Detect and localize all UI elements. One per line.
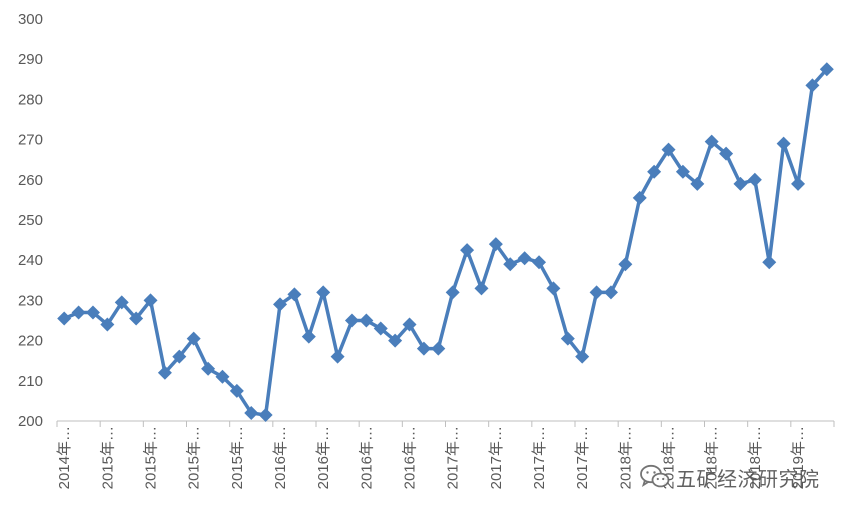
x-tick-label: 2018年…	[661, 426, 678, 489]
y-tick-label: 210	[18, 373, 43, 390]
data-point	[344, 313, 359, 328]
data-point	[186, 331, 201, 346]
data-point	[71, 305, 86, 320]
y-tick-label: 250	[18, 212, 43, 229]
x-tick-label: 2017年…	[574, 426, 591, 489]
data-point	[301, 329, 316, 344]
data-point	[560, 331, 575, 346]
data-point	[488, 237, 503, 252]
y-tick-label: 200	[18, 413, 43, 430]
data-point	[805, 78, 820, 93]
y-tick-label: 260	[18, 172, 43, 189]
data-point	[733, 176, 748, 191]
x-tick-label: 2018年…	[704, 426, 721, 489]
data-point	[747, 172, 762, 187]
data-point	[85, 305, 100, 320]
data-point	[129, 311, 144, 326]
x-tick-label: 2015年…	[186, 426, 203, 489]
data-point	[776, 136, 791, 151]
data-point	[647, 164, 662, 179]
data-point	[172, 349, 187, 364]
x-tick-label: 2016年…	[272, 426, 289, 489]
data-point	[632, 190, 647, 205]
x-tick-label: 2017年…	[488, 426, 505, 489]
data-point	[330, 349, 345, 364]
series-line	[63, 68, 829, 417]
watermark: 五矿经济研究院	[640, 462, 820, 492]
data-point	[287, 287, 302, 302]
data-point	[503, 257, 518, 272]
y-tick-label: 230	[18, 292, 43, 309]
data-point	[201, 361, 216, 376]
data-point	[273, 297, 288, 312]
y-tick-label: 240	[18, 252, 43, 269]
data-point	[589, 285, 604, 300]
data-point	[719, 146, 734, 161]
data-point	[460, 243, 475, 258]
x-tick-label: 2016年…	[315, 426, 332, 489]
y-tick-label: 270	[18, 132, 43, 149]
data-point	[517, 251, 532, 266]
data-point	[258, 407, 273, 422]
x-tick-label: 2016年…	[402, 426, 419, 489]
data-point	[546, 281, 561, 296]
data-point	[316, 285, 331, 300]
x-tick-label: 2018年…	[617, 426, 634, 489]
data-point	[690, 176, 705, 191]
x-tick-label: 2017年…	[531, 426, 548, 489]
data-point	[675, 164, 690, 179]
data-point	[791, 176, 806, 191]
x-tick-label: 2017年…	[445, 426, 462, 489]
data-point	[157, 365, 172, 380]
data-point	[57, 311, 72, 326]
x-tick-label: 2018年…	[747, 426, 764, 489]
data-point	[603, 285, 618, 300]
data-point	[661, 142, 676, 157]
data-point	[244, 405, 259, 420]
data-point	[704, 134, 719, 149]
data-point	[532, 255, 547, 270]
data-point	[359, 313, 374, 328]
data-series	[57, 62, 834, 422]
data-point	[431, 341, 446, 356]
data-point	[474, 281, 489, 296]
watermark-text: 五矿经济研究院	[676, 466, 820, 491]
data-point	[373, 321, 388, 336]
x-tick-label: 2016年…	[358, 426, 375, 489]
data-point	[215, 369, 230, 384]
y-tick-label: 290	[18, 51, 43, 68]
data-point	[575, 349, 590, 364]
data-point	[762, 255, 777, 270]
x-tick-label: 2015年…	[99, 426, 116, 489]
y-tick-label: 280	[18, 91, 43, 108]
x-tick-label: 2014年…	[56, 426, 73, 489]
data-point	[143, 293, 158, 308]
x-tick-label: 2015年…	[143, 426, 160, 489]
x-tick-label: 2019年…	[790, 426, 807, 489]
x-tick-label: 2015年…	[229, 426, 246, 489]
y-axis: 200 210 220 230 240 250 260 270 280 290 300	[18, 11, 43, 430]
data-point	[229, 383, 244, 398]
data-point	[819, 62, 834, 77]
y-tick-label: 220	[18, 333, 43, 350]
data-point	[618, 257, 633, 272]
y-tick-label: 300	[18, 11, 43, 28]
data-point	[402, 317, 417, 332]
wechat-icon	[640, 464, 670, 488]
data-point	[114, 295, 129, 310]
data-point	[100, 317, 115, 332]
data-point	[416, 341, 431, 356]
data-point	[445, 285, 460, 300]
x-axis: 2014年… 2015年… 2015年… 2015年… 2015年… 2016年… 2016…	[56, 420, 835, 489]
data-point	[388, 333, 403, 348]
